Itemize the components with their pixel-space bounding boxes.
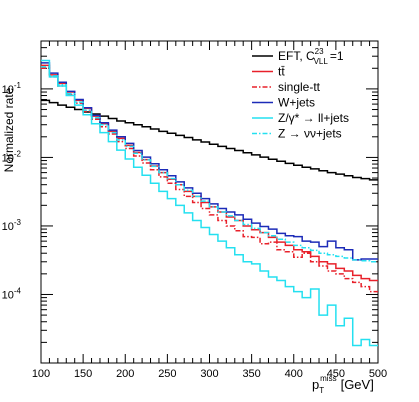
y-axis-label: Normalized rate <box>2 87 16 172</box>
series-line-3 <box>41 62 378 261</box>
legend-label-3: W+jets <box>278 96 315 110</box>
series-layer <box>41 59 378 347</box>
x-tick-label: 350 <box>242 368 260 380</box>
y-tick-label: 10-1 <box>2 81 22 96</box>
x-tick-label: 150 <box>74 368 92 380</box>
series-line-2 <box>41 67 378 293</box>
legend-label-4: Z/γ* → ll+jets <box>278 111 349 125</box>
x-tick-label: 250 <box>158 368 176 380</box>
legend-label-0: EFT, C23 VLL =1 <box>278 47 344 66</box>
axes: 100 150 200 250 300 350 400 450 500 10-1 10-2 10-3 1… <box>2 40 387 380</box>
legend-label-1: tt̄ <box>278 65 285 79</box>
series-line-5 <box>41 66 378 263</box>
x-tick-label: 100 <box>32 368 50 380</box>
x-tick-label: 200 <box>116 368 134 380</box>
legend-label-5: Z → νν+jets <box>278 127 342 141</box>
y-tick-label: 10-4 <box>2 286 22 301</box>
x-axis-label: pTmiss [GeV] <box>312 374 374 395</box>
x-tick-label: 300 <box>200 368 218 380</box>
x-tick-label: 500 <box>369 368 387 380</box>
x-tick-label: 400 <box>285 368 303 380</box>
y-tick-label: 10-2 <box>2 149 22 164</box>
legend-label-2: single-tt <box>278 80 321 94</box>
svg-text:pTmiss[GeV]: pTmiss [GeV] <box>312 374 374 395</box>
series-line-0 <box>41 99 378 181</box>
y-tick-label: 10-3 <box>2 218 22 233</box>
x-tick-label: 450 <box>327 368 345 380</box>
